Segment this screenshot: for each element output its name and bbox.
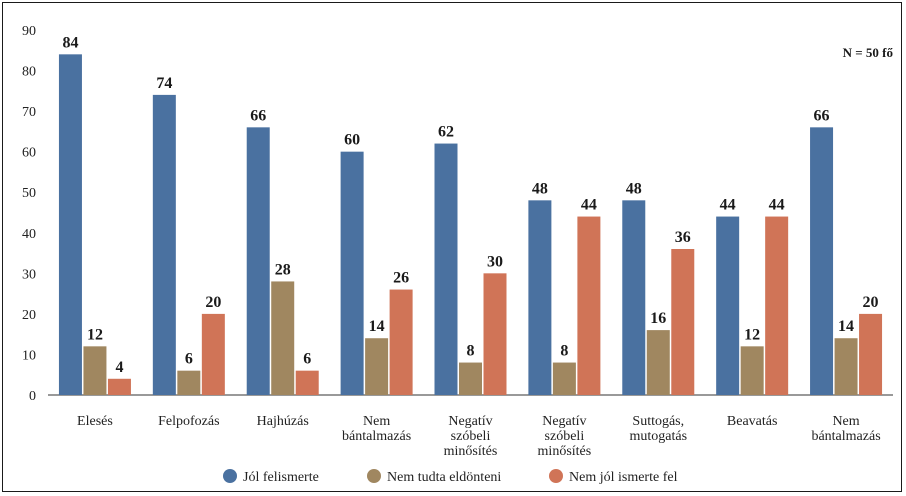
legend-item: Jól felismerte <box>223 469 319 485</box>
data-label: 44 <box>581 197 597 214</box>
data-label: 16 <box>650 310 666 327</box>
bar <box>765 216 789 395</box>
y-tick-label: 60 <box>22 146 36 161</box>
bar <box>365 338 389 395</box>
bar <box>577 216 601 395</box>
bar <box>340 151 364 395</box>
legend-swatch <box>549 469 563 483</box>
data-label: 48 <box>626 180 642 197</box>
data-label: 30 <box>487 253 503 270</box>
data-label: 14 <box>369 318 385 335</box>
legend-swatch <box>223 469 237 483</box>
bar <box>389 289 413 395</box>
bar <box>716 216 740 395</box>
legend-item: Nem jól ismerte fel <box>549 469 678 485</box>
category-label: Negatív szóbeli minősítés <box>444 414 498 459</box>
category-label: Suttogás, mutogatás <box>630 414 688 444</box>
category-label: Elesés <box>77 414 113 429</box>
data-label: 48 <box>532 180 548 197</box>
data-label: 44 <box>720 197 736 214</box>
bar <box>459 362 482 395</box>
data-label: 60 <box>344 132 360 149</box>
data-label: 26 <box>393 270 409 287</box>
bar <box>528 200 552 395</box>
data-label: 14 <box>838 318 854 335</box>
y-tick-label: 80 <box>22 65 36 80</box>
y-tick-label: 70 <box>22 105 36 120</box>
bar <box>271 281 295 395</box>
legend-label: Jól felismerte <box>243 470 319 485</box>
category-label: Nem bántalmazás <box>342 414 411 444</box>
bar <box>552 362 576 395</box>
legend-swatch <box>367 469 381 483</box>
category-label: Felpofozás <box>158 414 219 429</box>
y-tick-label: 40 <box>22 227 36 242</box>
y-tick-label: 50 <box>22 186 36 201</box>
data-label: 66 <box>250 107 266 124</box>
category-label: Nem bántalmazás <box>811 414 880 444</box>
bar <box>201 313 225 395</box>
data-label: 8 <box>467 343 475 360</box>
bar <box>859 313 883 395</box>
bar <box>740 346 764 395</box>
data-label: 44 <box>769 197 785 214</box>
data-label: 28 <box>275 261 291 278</box>
bar <box>83 346 107 395</box>
bar <box>177 370 201 395</box>
legend-item: Nem tudta eldönteni <box>367 469 501 485</box>
legend-label: Nem jól ismerte fel <box>569 470 678 485</box>
bar <box>810 127 834 395</box>
bar <box>295 370 319 395</box>
bar <box>483 273 507 395</box>
data-label: 6 <box>185 351 193 368</box>
y-tick-label: 0 <box>29 389 36 404</box>
bar <box>834 338 858 395</box>
category-label: Hajhúzás <box>257 414 309 429</box>
data-label: 74 <box>156 75 172 92</box>
legend-label: Nem tudta eldönteni <box>387 470 501 485</box>
bar <box>107 378 131 395</box>
bar <box>58 54 82 395</box>
data-label: 6 <box>303 351 311 368</box>
data-label: 36 <box>675 229 691 246</box>
data-label: 8 <box>560 343 568 360</box>
bar <box>622 200 646 395</box>
data-label: 66 <box>814 107 830 124</box>
data-label: 20 <box>205 294 221 311</box>
data-label: 20 <box>863 294 879 311</box>
category-label: Beavatás <box>727 414 778 429</box>
category-label: Negatív szóbeli minősítés <box>538 414 592 459</box>
y-tick-label: 90 <box>22 24 36 39</box>
bar <box>152 94 176 395</box>
bar <box>246 127 270 395</box>
bar <box>434 143 458 395</box>
data-label: 12 <box>87 326 103 343</box>
data-label: 12 <box>744 326 760 343</box>
y-tick-label: 20 <box>22 308 36 323</box>
sample-size-annotation: N = 50 fő <box>843 45 894 60</box>
y-tick-label: 30 <box>22 267 36 282</box>
bar <box>671 249 695 395</box>
y-tick-label: 10 <box>22 348 36 363</box>
data-label: 84 <box>62 34 78 51</box>
bar <box>646 330 670 395</box>
data-label: 62 <box>438 124 454 141</box>
data-label: 4 <box>115 359 123 376</box>
